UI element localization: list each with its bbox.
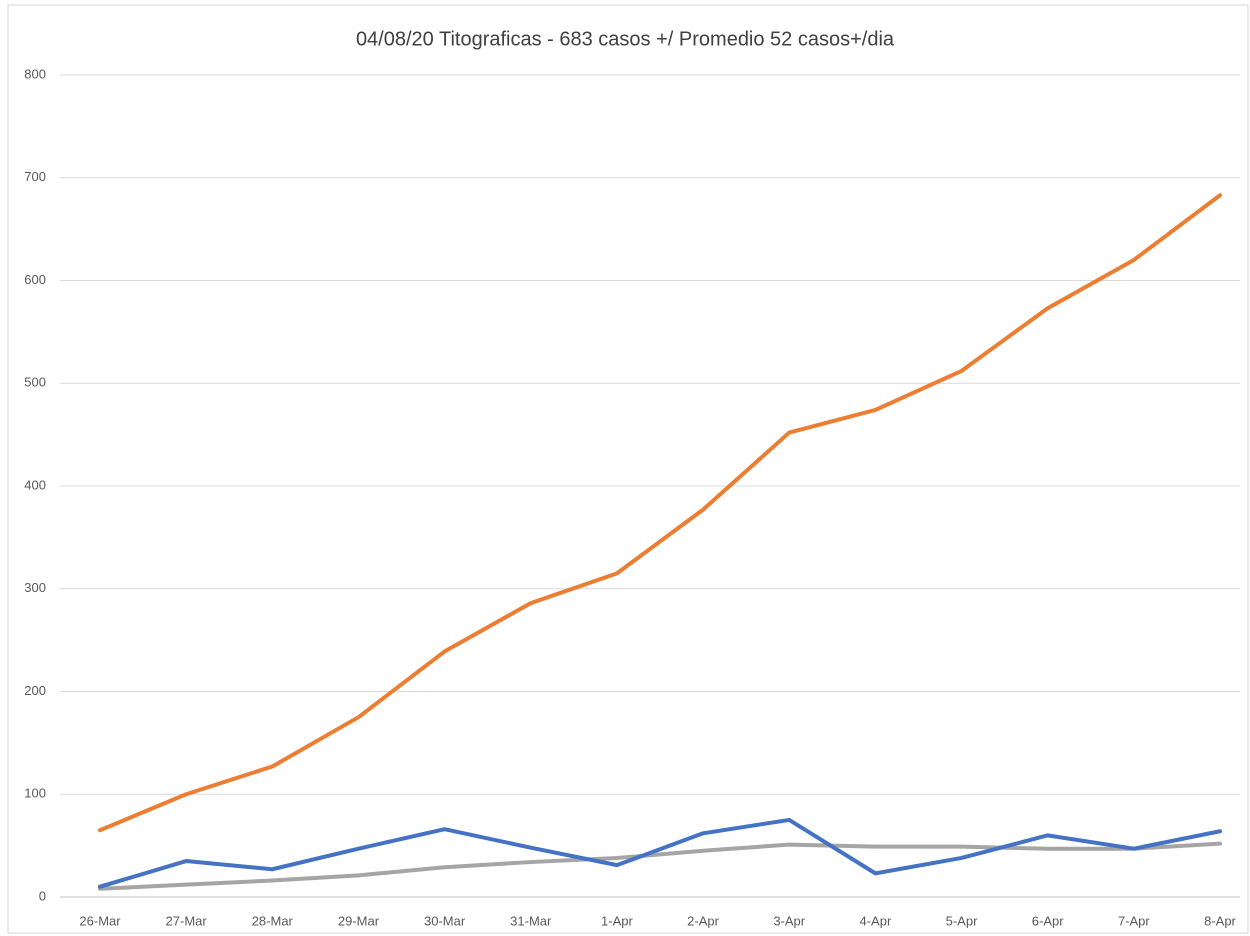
- x-tick-label: 27-Mar: [166, 913, 208, 928]
- x-tick-label: 7-Apr: [1118, 913, 1150, 928]
- x-tick-label: 8-Apr: [1204, 913, 1236, 928]
- x-tick-label: 4-Apr: [859, 913, 891, 928]
- y-tick-label: 800: [24, 66, 46, 81]
- y-tick-label: 300: [24, 580, 46, 595]
- y-tick-label: 600: [24, 272, 46, 287]
- series-line: [98, 817, 1222, 889]
- x-tick-label: 1-Apr: [601, 913, 633, 928]
- series-line: [98, 841, 1222, 891]
- x-tick-label: 28-Mar: [252, 913, 294, 928]
- y-tick-label: 700: [24, 169, 46, 184]
- x-tick-label: 3-Apr: [773, 913, 805, 928]
- x-tick-label: 6-Apr: [1032, 913, 1064, 928]
- x-tick-label: 29-Mar: [338, 913, 380, 928]
- chart-border: [7, 4, 1249, 934]
- x-tick-label: 26-Mar: [79, 913, 121, 928]
- x-tick-label: 30-Mar: [424, 913, 466, 928]
- chart-title: 04/08/20 Titograficas - 683 casos +/ Pro…: [356, 28, 895, 50]
- x-tick-label: 5-Apr: [946, 913, 978, 928]
- y-tick-label: 100: [24, 786, 46, 801]
- x-tick-label: 31-Mar: [510, 913, 552, 928]
- x-tick-label: 2-Apr: [687, 913, 719, 928]
- y-tick-label: 400: [24, 477, 46, 492]
- y-tick-label: 0: [39, 888, 46, 903]
- y-tick-label: 200: [24, 683, 46, 698]
- series-line: [98, 193, 1222, 833]
- y-tick-label: 500: [24, 375, 46, 390]
